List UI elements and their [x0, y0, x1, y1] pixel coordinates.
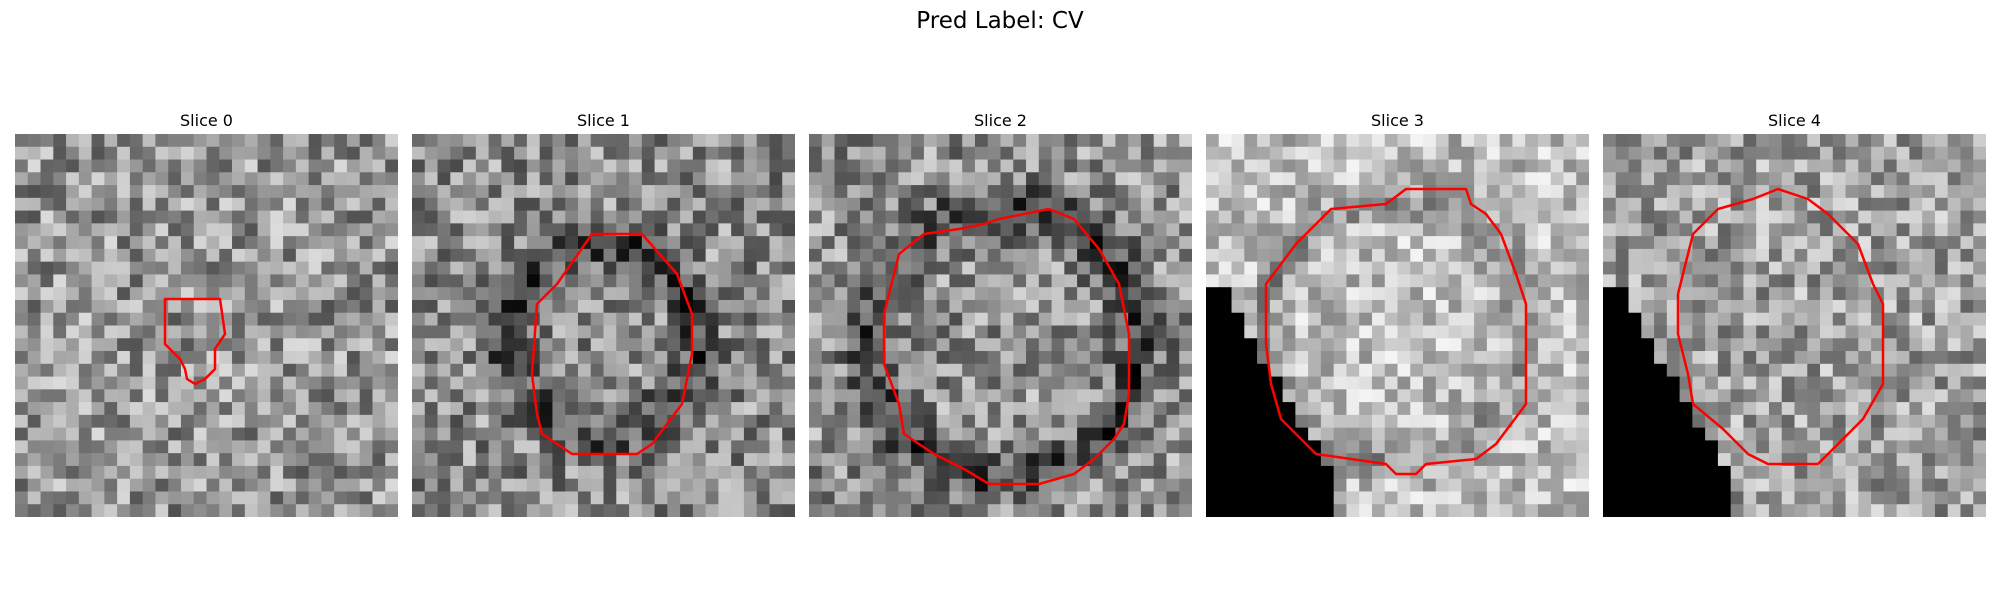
segmentation-contour [1264, 187, 1528, 476]
slice-image [412, 134, 795, 517]
slice-panel-0: Slice 0 [15, 110, 398, 517]
slice-image [1206, 134, 1589, 517]
slice-panel-2: Slice 2 [809, 110, 1192, 517]
pixel-grid [15, 134, 398, 517]
segmentation-contour [1676, 187, 1885, 466]
slice-image [15, 134, 398, 517]
slice-title: Slice 3 [1371, 111, 1424, 130]
slice-panel-1: Slice 1 [412, 110, 795, 517]
segmentation-contour [530, 232, 694, 456]
segmentation-contour [882, 207, 1131, 486]
pixel-grid [1206, 134, 1589, 517]
slice-image [809, 134, 1192, 517]
slice-title: Slice 1 [577, 111, 630, 130]
slice-panel-3: Slice 3 [1206, 110, 1589, 517]
figure-title: Pred Label: CV [916, 8, 1084, 34]
segmentation-contour [163, 297, 227, 386]
slice-title: Slice 2 [974, 111, 1027, 130]
pixel-grid [1603, 134, 1986, 517]
pixel-grid [809, 134, 1192, 517]
slice-title: Slice 0 [180, 111, 233, 130]
slice-image [1603, 134, 1986, 517]
slice-title: Slice 4 [1768, 111, 1821, 130]
slice-panel-4: Slice 4 [1603, 110, 1986, 517]
pixel-grid [412, 134, 795, 517]
